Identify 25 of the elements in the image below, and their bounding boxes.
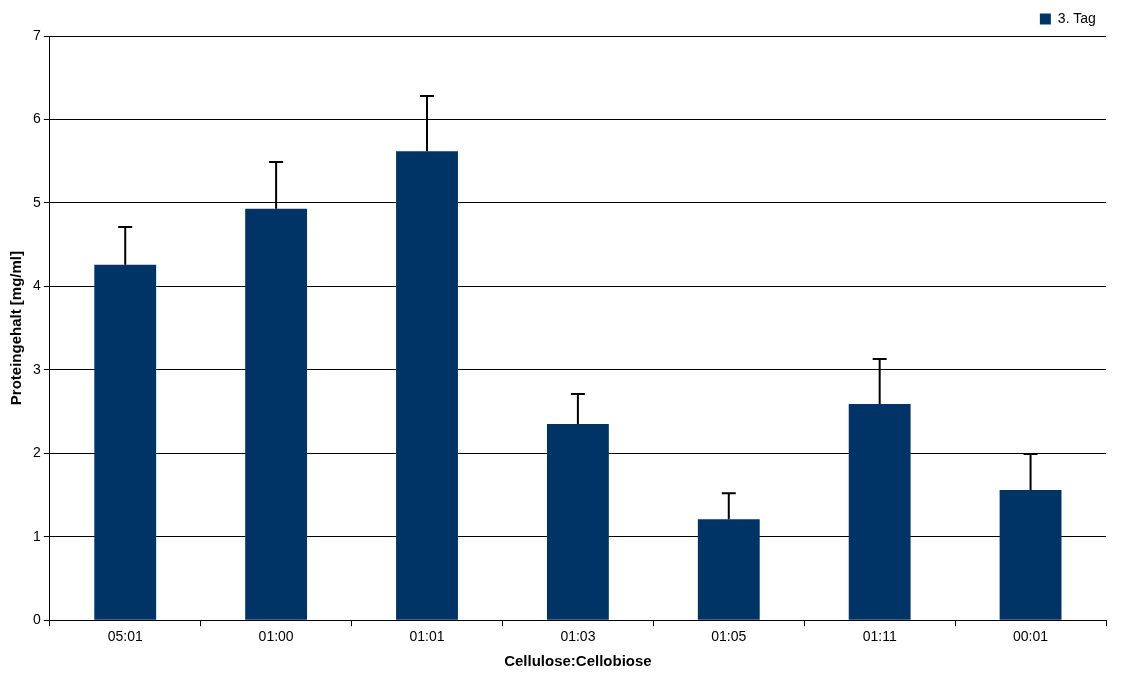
bar <box>848 404 911 620</box>
x-tick-label: 01:11 <box>862 628 897 645</box>
y-tick-label: 5 <box>32 193 41 210</box>
x-tick-label: 01:00 <box>258 628 294 645</box>
x-tick-label: 05:01 <box>107 628 143 645</box>
bar <box>94 264 157 620</box>
y-tick-label: 4 <box>32 277 41 294</box>
y-tick-label: 7 <box>32 26 41 43</box>
bar <box>396 151 458 620</box>
bar <box>245 208 308 620</box>
x-tick-label: 00:01 <box>1013 628 1049 645</box>
x-tick-label: 01:03 <box>560 628 596 645</box>
y-tick-label: 1 <box>32 527 41 544</box>
bar <box>546 424 609 620</box>
legend-label: 3. Tag <box>1057 9 1096 26</box>
x-axis-title: Cellulose:Cellobiose <box>504 652 652 670</box>
bar <box>697 519 760 620</box>
y-tick-label: 3 <box>32 360 41 377</box>
x-tick-label: 01:05 <box>711 628 747 645</box>
y-axis-title: Proteingehalt [mg/ml] <box>7 251 25 406</box>
y-tick-label: 2 <box>32 444 41 461</box>
bar <box>999 490 1062 620</box>
y-tick-label: 0 <box>32 611 41 628</box>
y-tick-label: 6 <box>32 110 41 127</box>
x-tick-label: 01:01 <box>409 628 445 645</box>
